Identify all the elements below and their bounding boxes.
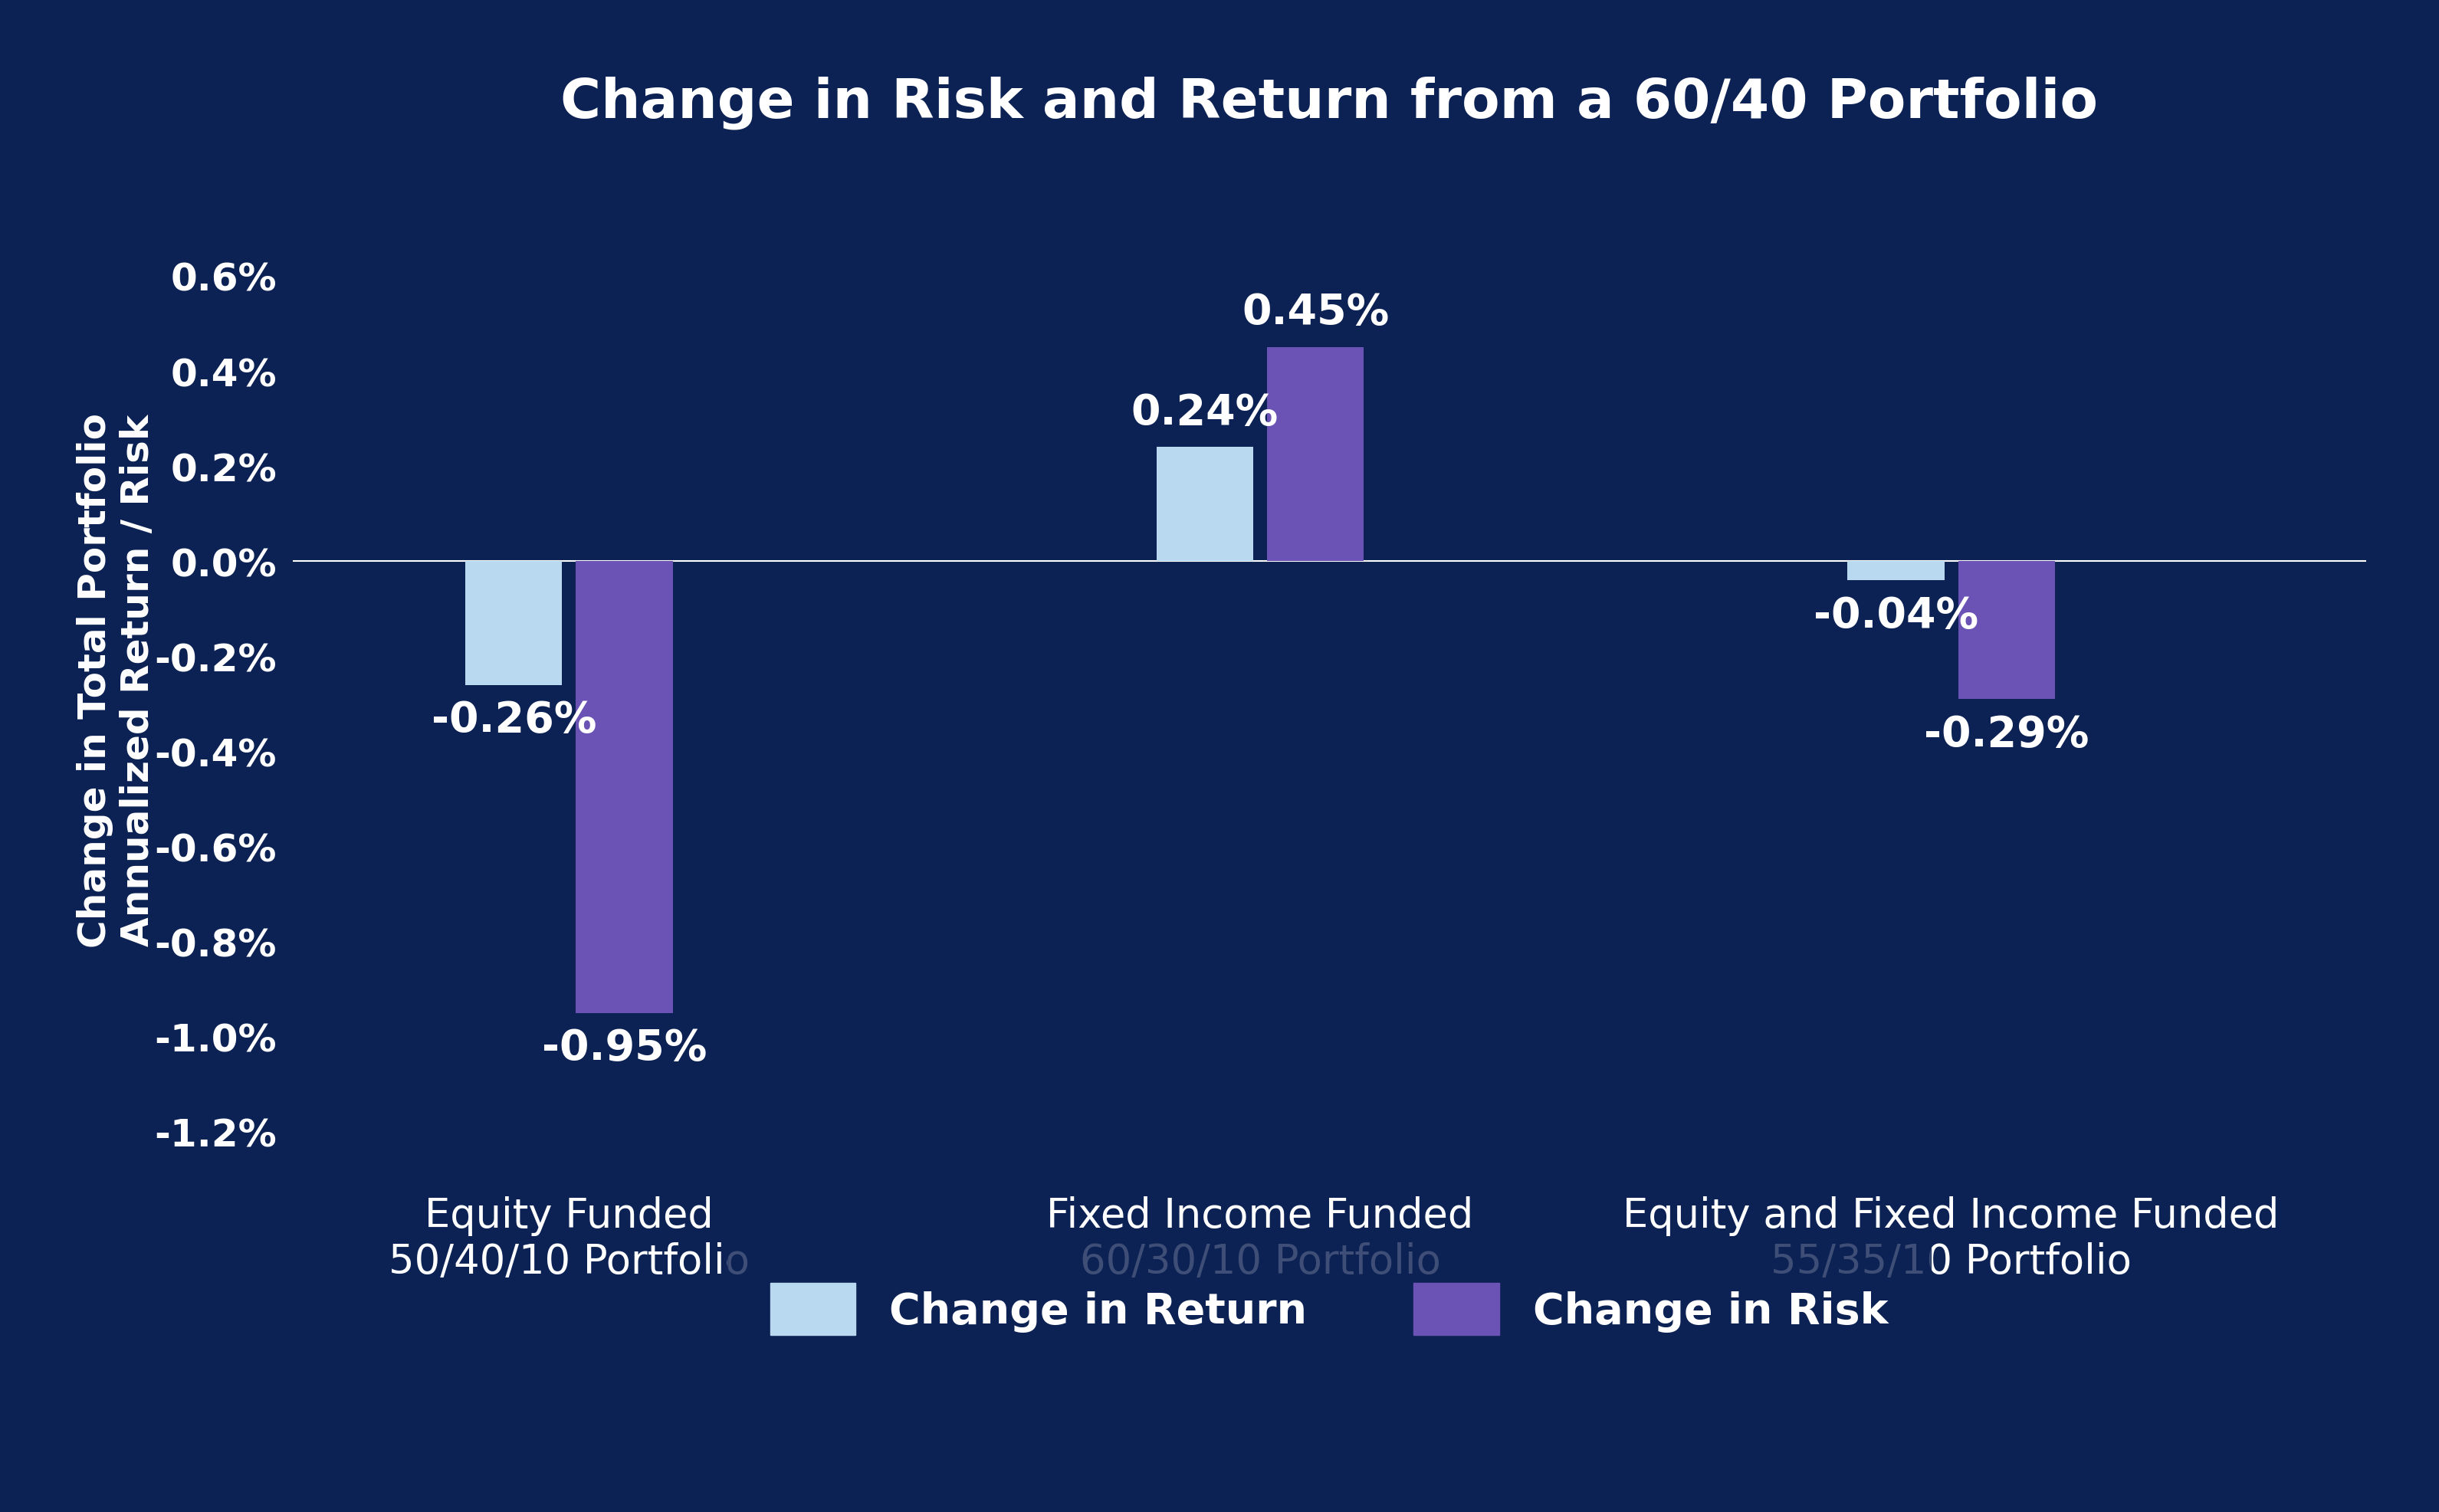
Bar: [1959, 561, 2054, 700]
Text: -0.29%: -0.29%: [1924, 714, 2090, 754]
Text: -0.26%: -0.26%: [432, 700, 598, 741]
Bar: [466, 561, 561, 685]
Title: Change in Risk and Return from a 60/40 Portfolio: Change in Risk and Return from a 60/40 P…: [561, 76, 2098, 130]
Bar: [1156, 448, 1254, 561]
Bar: [1268, 348, 1363, 561]
Text: -0.04%: -0.04%: [1815, 594, 1978, 637]
Legend: Change in Return, Change in Risk: Change in Return, Change in Risk: [727, 1241, 1932, 1377]
Text: Change in Total Portfolio
Annualized Return / Risk: Change in Total Portfolio Annualized Ret…: [76, 413, 156, 948]
Text: 0.45%: 0.45%: [1241, 292, 1390, 334]
Bar: [1849, 561, 1944, 581]
Bar: [576, 561, 673, 1013]
Text: 0.24%: 0.24%: [1132, 392, 1278, 434]
Text: -0.95%: -0.95%: [541, 1027, 707, 1069]
